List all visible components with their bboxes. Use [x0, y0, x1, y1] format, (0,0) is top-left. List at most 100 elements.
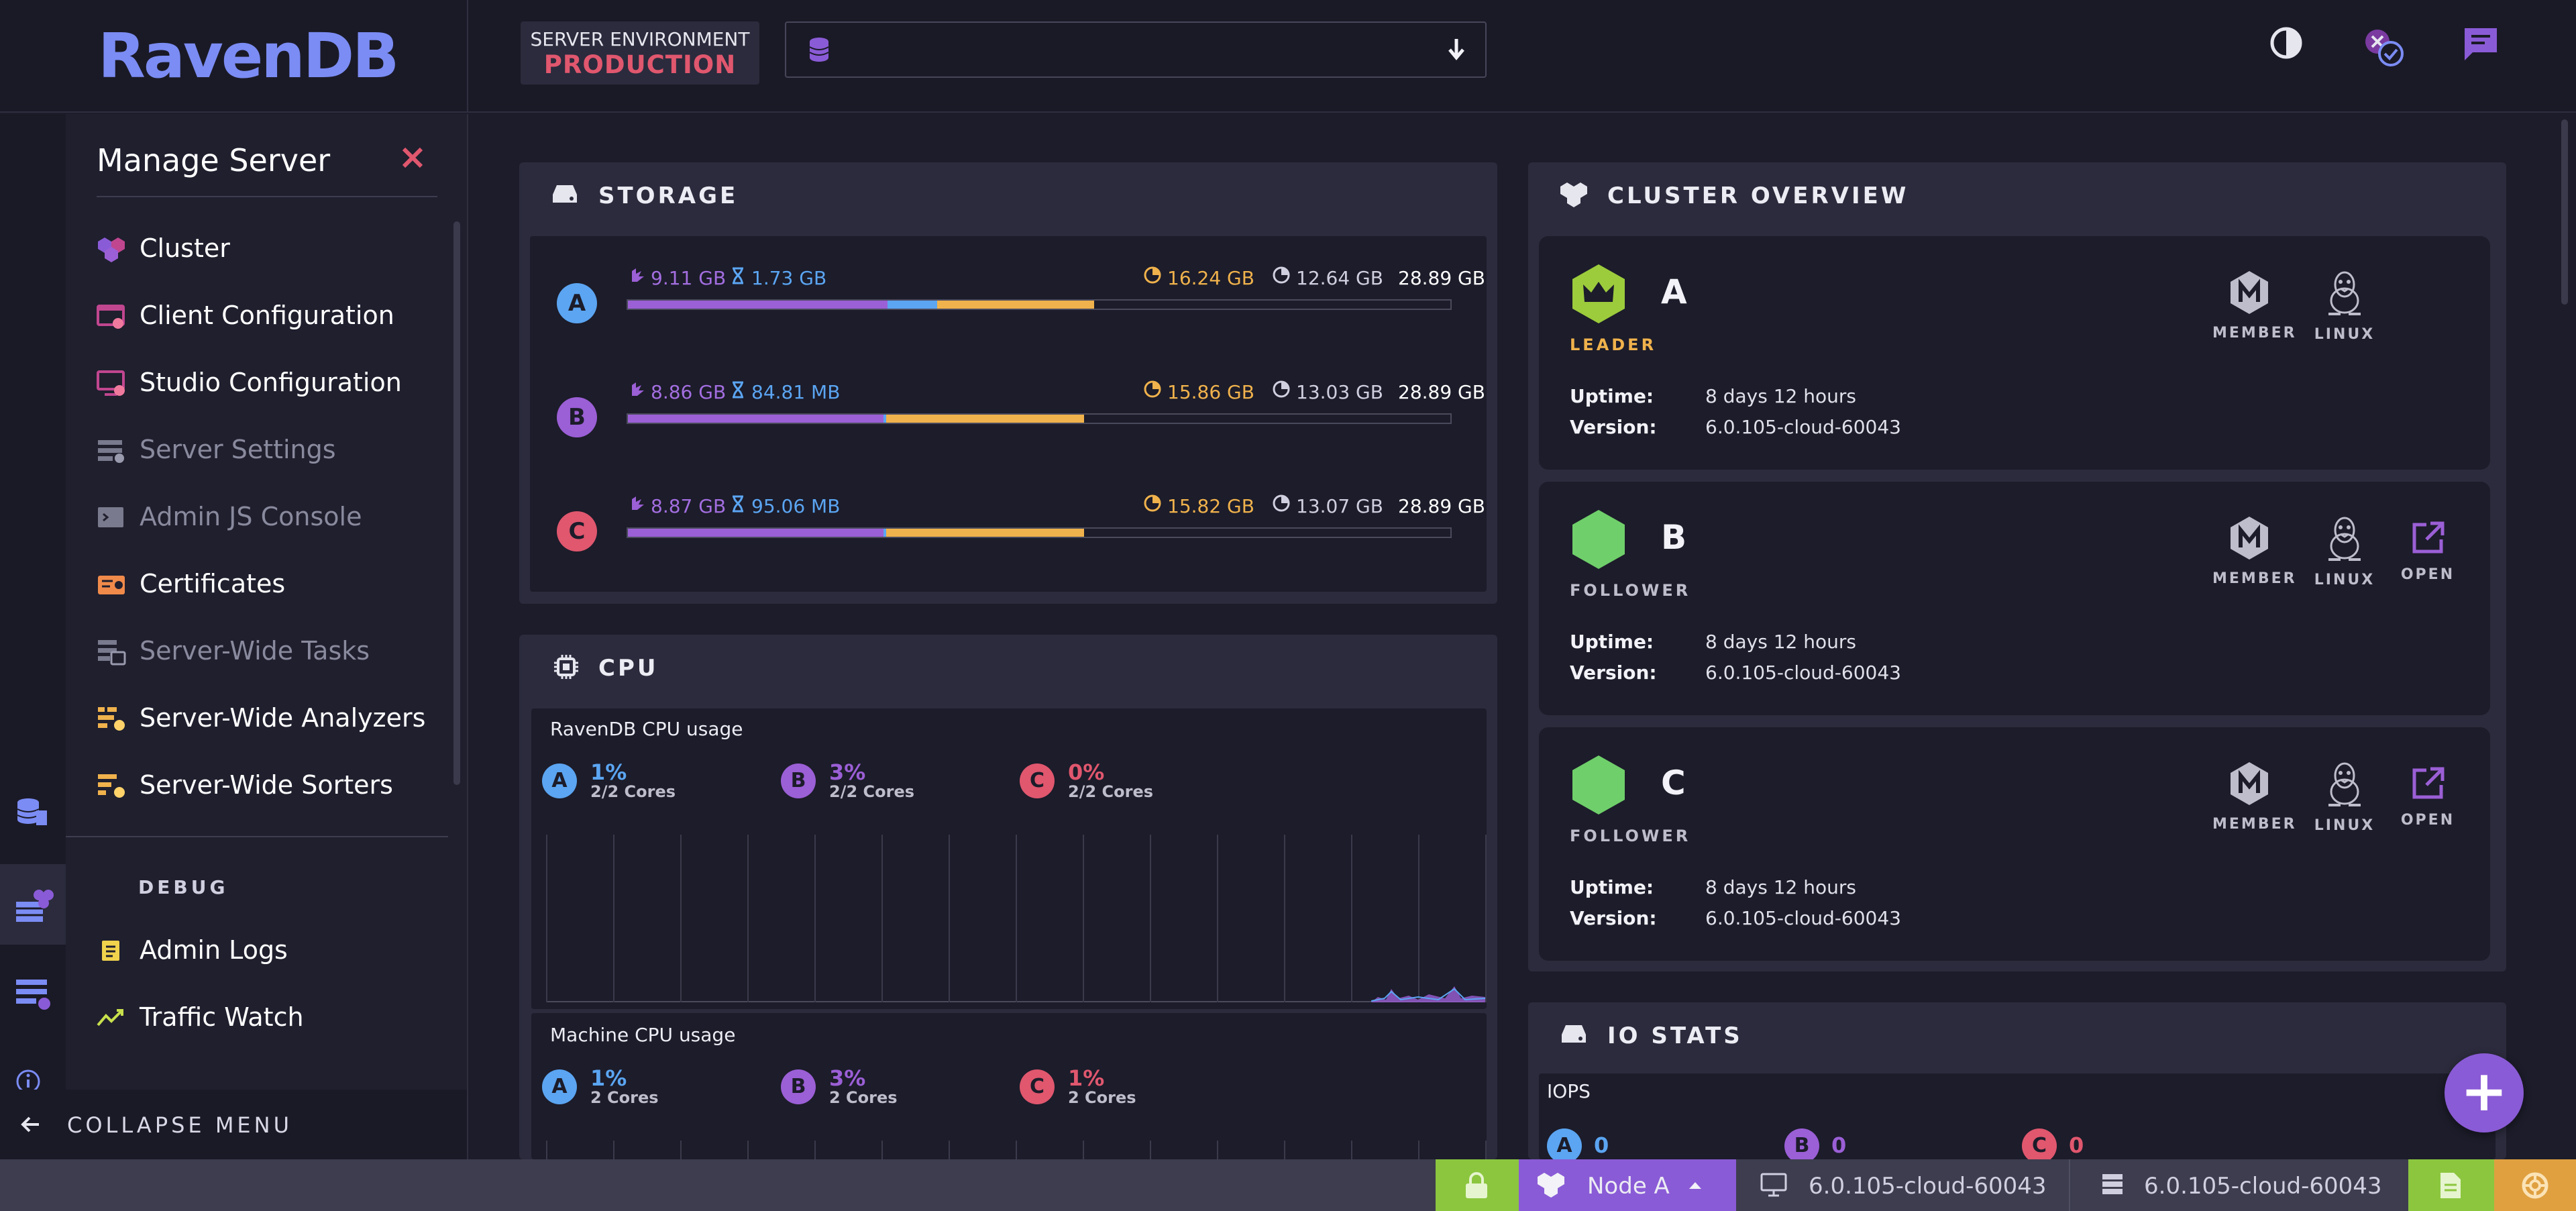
documents-bar-segment: [628, 415, 884, 423]
security-status[interactable]: [1436, 1159, 1519, 1211]
node-badge: A: [1547, 1128, 1582, 1163]
collapse-menu-button[interactable]: COLLAPSE MENU: [0, 1090, 467, 1159]
database-selector[interactable]: [785, 21, 1487, 78]
database-icon: [808, 36, 830, 63]
caret-up-icon: [1688, 1181, 1703, 1190]
notifications-icon[interactable]: [2363, 27, 2406, 68]
storage-body: A 9.11 GB 1.73 GB 16.24 GB 12.64 GB 28.8…: [530, 236, 1487, 592]
storage-usage-bar: [627, 299, 1452, 310]
menu-divider: [97, 196, 437, 197]
open-label: OPEN: [2400, 812, 2455, 829]
close-icon[interactable]: [401, 146, 424, 169]
menu-item-studio-configuration[interactable]: Studio Configuration: [97, 360, 445, 407]
storage-panel: STORAGE A 9.11 GB 1.73 GB 16.24 GB 12.64…: [519, 162, 1497, 604]
open-node-link[interactable]: OPEN: [2391, 761, 2465, 829]
env-label: SERVER ENVIRONMENT: [530, 28, 750, 50]
client-version: 6.0.105-cloud-60043: [1736, 1159, 2070, 1211]
menu-item-traffic-watch[interactable]: Traffic Watch: [97, 994, 445, 1041]
menu-item-cluster[interactable]: Cluster: [97, 225, 445, 272]
sorters-icon: [97, 773, 126, 800]
uptime-value: 8 days 12 hours: [1705, 876, 1856, 898]
menu-item-label: Studio Configuration: [140, 368, 402, 397]
os-info: LINUX: [2308, 515, 2381, 588]
ravendb-cpu-label: RavenDB CPU usage: [550, 718, 743, 740]
menu-item-admin-js-console[interactable]: Admin JS Console: [97, 494, 445, 541]
cluster-node-card: A LEADER Uptime: 8 days 12 hours Version…: [1539, 236, 2490, 470]
node-role: LEADER: [1570, 335, 1657, 354]
cpu-title: CPU: [598, 655, 659, 682]
add-button[interactable]: +: [2445, 1053, 2524, 1133]
theme-toggle-icon[interactable]: [2269, 25, 2304, 60]
os-label: LINUX: [2314, 817, 2375, 834]
menu-item-server-wide-analyzers[interactable]: Server-Wide Analyzers: [97, 695, 445, 742]
node-role: FOLLOWER: [1570, 581, 1691, 600]
menu-item-certificates[interactable]: Certificates: [97, 561, 445, 608]
ravendb-logo[interactable]: RavenDB: [98, 20, 399, 92]
free-space: 13.07 GB: [1296, 495, 1383, 517]
menu-item-label: Server Settings: [140, 435, 336, 464]
support-lifebuoy-icon: [2521, 1171, 2549, 1200]
node-badge: B: [781, 764, 816, 798]
nav-databases[interactable]: [0, 773, 66, 853]
total-space: 28.89 GB: [1398, 267, 1485, 289]
cluster-icon: [1536, 1171, 1566, 1198]
follower-hex-icon: [1570, 509, 1627, 570]
server-version: 6.0.105-cloud-60043: [2072, 1159, 2408, 1211]
member-label: MEMBER: [2212, 325, 2297, 341]
server-version-text: 6.0.105-cloud-60043: [2144, 1173, 2382, 1200]
documents-icon: [629, 381, 645, 399]
menu-item-admin-logs[interactable]: Admin Logs: [97, 927, 445, 974]
follower-hex-icon: [1570, 754, 1627, 816]
nav-server-settings[interactable]: [0, 954, 66, 1035]
temp-files-icon: [731, 381, 745, 399]
member-label: MEMBER: [2212, 816, 2297, 833]
external-link-icon: [2391, 515, 2465, 557]
storage-node-row: C 8.87 GB 95.06 MB 15.82 GB 13.07 GB 28.…: [530, 491, 1496, 558]
cpu-cores: 2 Cores: [829, 1088, 898, 1107]
cluster-overview-panel: CLUSTER OVERVIEW A LEADER Uptime: 8 days…: [1528, 162, 2506, 971]
menu-item-server-settings[interactable]: Server Settings: [97, 427, 445, 474]
node-name: C: [1661, 764, 1686, 802]
documents-bar-segment: [628, 301, 888, 309]
member-status: MEMBER: [2212, 515, 2297, 587]
version-label: Version:: [1570, 907, 1657, 929]
member-label: MEMBER: [2212, 570, 2297, 587]
member-status: MEMBER: [2212, 761, 2297, 833]
menu-item-label: Server-Wide Analyzers: [140, 703, 426, 733]
open-node-link[interactable]: OPEN: [2391, 515, 2465, 583]
logo-area[interactable]: RavenDB: [0, 0, 468, 113]
node-selector[interactable]: Node A: [1519, 1159, 1736, 1211]
menu-item-label: Client Configuration: [140, 301, 394, 330]
node-badge: A: [542, 1069, 577, 1104]
os-info: LINUX: [2308, 270, 2381, 343]
node-badge: B: [781, 1069, 816, 1104]
os-label: LINUX: [2314, 326, 2375, 343]
documents-size: 8.87 GB: [651, 495, 727, 517]
temp-files-icon: [731, 267, 745, 284]
node-badge: A: [542, 764, 577, 798]
cpu-percent: 1%: [1068, 1065, 1105, 1091]
documents-icon: [629, 495, 645, 513]
menu-item-client-configuration[interactable]: Client Configuration: [97, 293, 445, 339]
linux-icon: [2308, 761, 2381, 808]
nav-manage-server[interactable]: [0, 864, 66, 945]
used-space-icon: [1143, 266, 1162, 284]
page-scrollbar[interactable]: [2561, 119, 2568, 305]
temp-bar-segment: [888, 301, 938, 309]
cpu-cores: 2/2 Cores: [590, 782, 676, 801]
menu-scrollbar[interactable]: [453, 221, 460, 785]
version-value: 6.0.105-cloud-60043: [1705, 662, 1901, 684]
feedback-chat-icon[interactable]: [2462, 25, 2500, 62]
support-status[interactable]: [2494, 1159, 2576, 1211]
collapse-menu-label: COLLAPSE MENU: [67, 1112, 292, 1138]
menu-item-server-wide-sorters[interactable]: Server-Wide Sorters: [97, 762, 445, 809]
studio-config-icon: [97, 370, 126, 397]
menu-item-server-wide-tasks[interactable]: Server-Wide Tasks: [97, 628, 445, 675]
arrow-down-icon[interactable]: [1446, 36, 1466, 63]
license-status[interactable]: [2408, 1159, 2494, 1211]
uptime-label: Uptime:: [1570, 876, 1654, 898]
menu-title: Manage Server: [97, 142, 331, 178]
cpu-cores: 2 Cores: [590, 1088, 659, 1107]
member-icon: [2212, 515, 2286, 561]
documents-size: 9.11 GB: [651, 267, 727, 289]
